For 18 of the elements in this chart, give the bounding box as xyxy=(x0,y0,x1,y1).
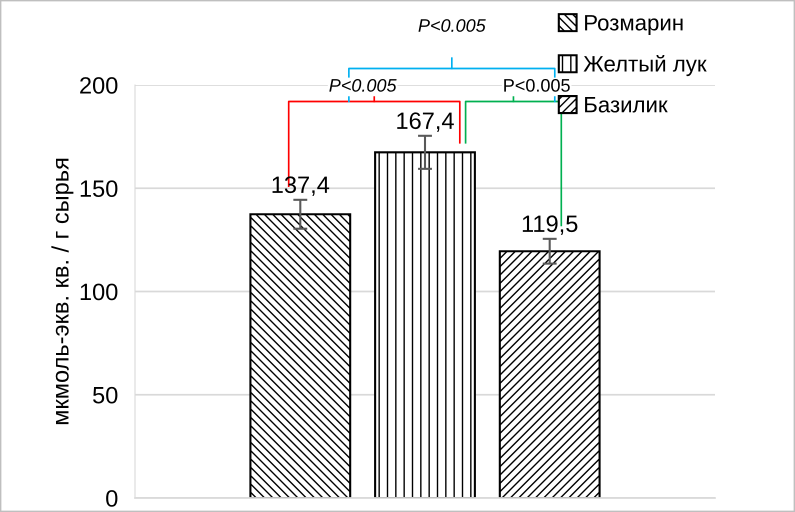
y-tick-label: 50 xyxy=(93,386,118,404)
bar xyxy=(249,213,352,498)
bar xyxy=(374,151,476,498)
annotation: P<0.005 xyxy=(504,78,570,92)
text: P<0.005 xyxy=(418,19,486,32)
legend-label: Желтый лук xyxy=(584,54,707,76)
data-label: 119,5 xyxy=(522,215,578,235)
data-label: 137,4 xyxy=(272,176,330,196)
legend-label: Базилик xyxy=(585,97,668,113)
y-tick-label: 200 xyxy=(80,77,118,94)
y-tick-label: 0 xyxy=(106,490,118,507)
annotation: P<0.005 xyxy=(329,78,397,92)
bar xyxy=(498,250,601,498)
y-tick-label: 150 xyxy=(80,180,118,198)
y-axis-title: мкмоль-экв. кв. / г сырья xyxy=(51,158,74,424)
legend-label: Розмарин xyxy=(585,15,683,35)
y-tick-label: 100 xyxy=(80,284,118,300)
data-label: 167,4 xyxy=(397,112,454,132)
